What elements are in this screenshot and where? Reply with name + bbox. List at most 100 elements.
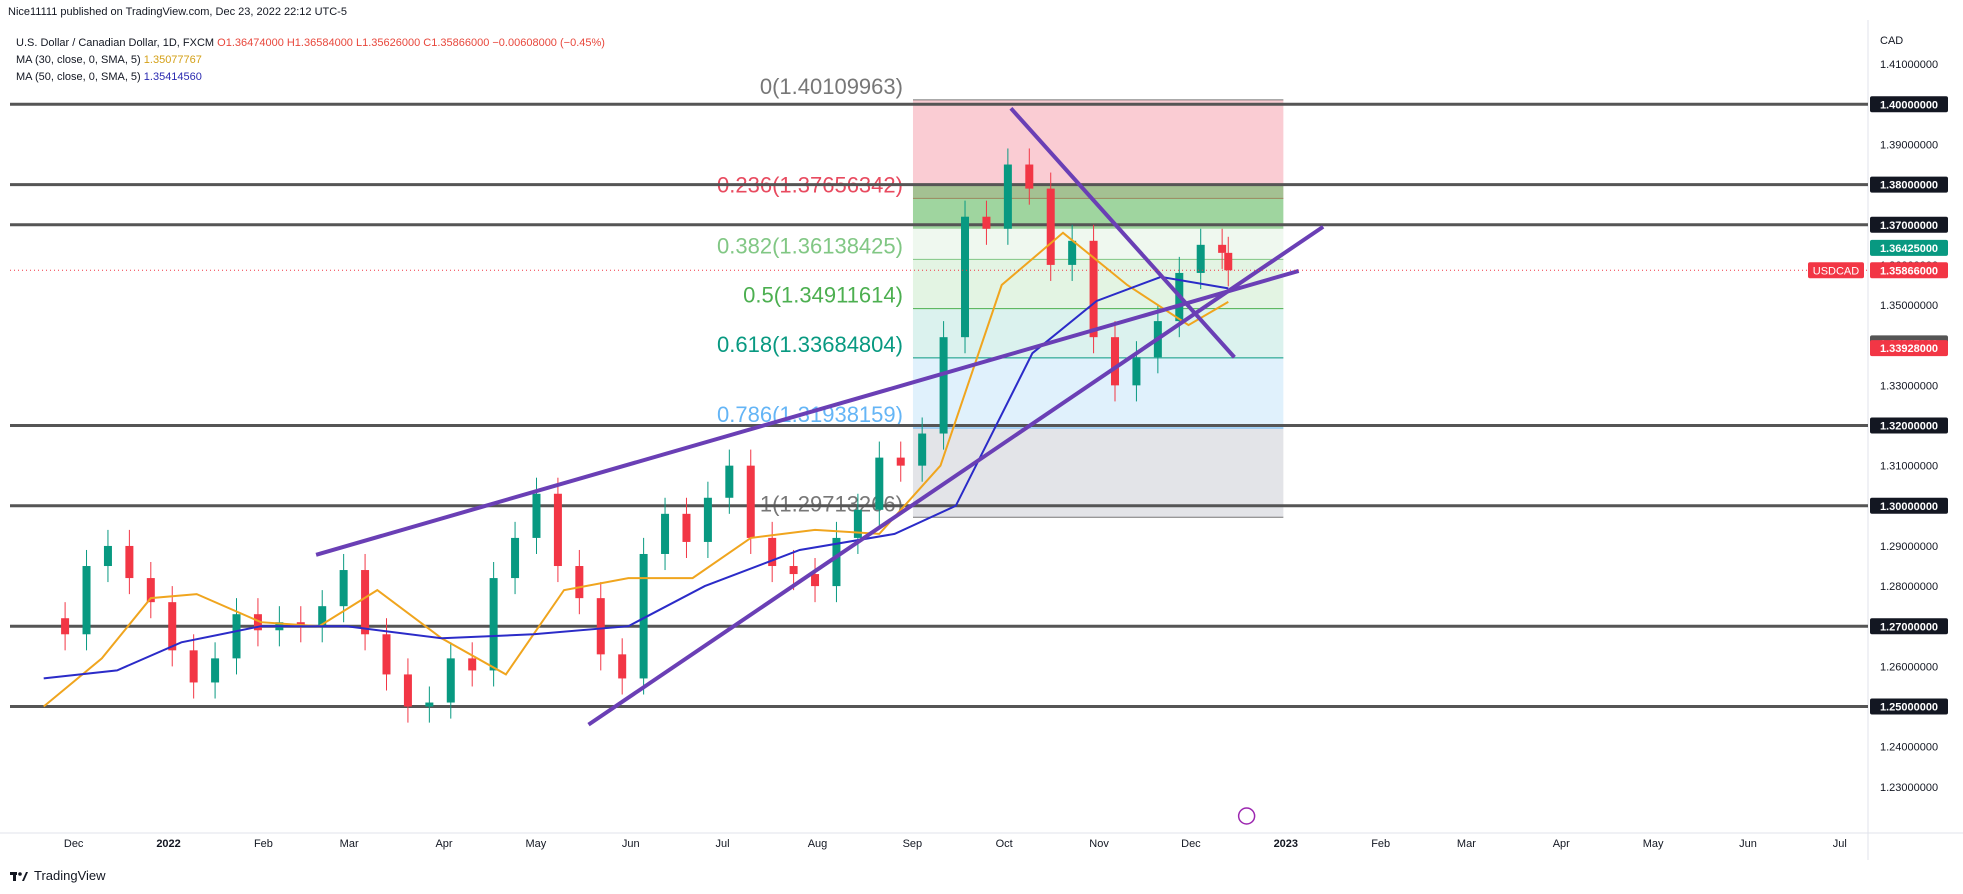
candle-body [168, 602, 177, 651]
chart-legend: U.S. Dollar / Canadian Dollar, 1D, FXCM … [16, 35, 605, 86]
candle-body [1068, 240, 1077, 265]
candle-body [61, 618, 70, 635]
x-tick-label: 2022 [156, 838, 180, 850]
fib-label-0.5: 0.5(1.34911614) [743, 283, 903, 308]
trendline-2 [1009, 106, 1236, 359]
y-tick-label: 1.33000000 [1880, 380, 1938, 392]
legend-ma50-row: MA (50, close, 0, SMA, 5) 1.35414560 [16, 69, 605, 86]
candle-body [875, 457, 884, 510]
level-tag [1870, 698, 1948, 715]
candle-body [896, 457, 905, 466]
legend-ma30-label: MA (30, close, 0, SMA, 5) [16, 54, 141, 66]
candle-body [532, 493, 541, 538]
legend-ma50-label: MA (50, close, 0, SMA, 5) [16, 71, 141, 83]
candle-body [361, 570, 370, 635]
candle-body [1218, 244, 1227, 253]
candle-body [403, 674, 412, 707]
y-tick-label: 1.35000000 [1880, 300, 1938, 312]
candle-body [339, 570, 348, 607]
legend-ma50-value: 1.35414560 [143, 71, 202, 83]
candle-body [553, 493, 562, 567]
legend-symbol-row: U.S. Dollar / Canadian Dollar, 1D, FXCM … [16, 35, 605, 52]
candle-body [146, 578, 155, 603]
fib-label-0: 0(1.40109963) [760, 74, 903, 99]
candle-body [789, 566, 798, 575]
x-tick-label: Feb [254, 838, 273, 850]
candle-body [1132, 357, 1141, 386]
x-tick-label: Oct [996, 838, 1013, 850]
x-tick-label: Sep [903, 838, 923, 850]
fib-label-0.618: 0.618(1.33684804) [717, 332, 903, 357]
x-tick-label: Apr [1553, 838, 1570, 850]
level-tag [1870, 417, 1948, 434]
event-marker-icon [1237, 807, 1256, 825]
tradingview-logo-icon [10, 871, 28, 881]
x-tick-label: 2023 [1274, 838, 1298, 850]
y-tick-label: 1.31000000 [1880, 461, 1938, 473]
x-tick-label: Mar [340, 838, 359, 850]
candle-body [725, 465, 734, 498]
x-tick-label: May [1643, 838, 1664, 850]
x-tick-label: Feb [1371, 838, 1390, 850]
footer-brand-label: TradingView [34, 868, 106, 883]
ma30-line [43, 231, 1229, 708]
y-tick-label: 1.41000000 [1880, 59, 1938, 71]
price-tag-label: 1.36425000 [1880, 243, 1938, 255]
fib-zone-0.786 [912, 427, 1284, 518]
price-tag [1870, 340, 1948, 357]
candle-body [211, 658, 220, 683]
level-tag-label: 1.30000000 [1880, 501, 1938, 513]
level-tag [1870, 176, 1948, 193]
level-tag-label: 1.25000000 [1880, 702, 1938, 714]
candle-body [618, 654, 627, 679]
candle-body [82, 566, 91, 635]
currency-label: CAD [1880, 35, 1903, 47]
candle-body [1111, 337, 1120, 386]
x-tick-label: Aug [808, 838, 828, 850]
candle-body [918, 433, 927, 466]
level-tag-label: 1.27000000 [1880, 621, 1938, 633]
candle-body [232, 614, 241, 659]
price-tag-label: 1.33928000 [1880, 343, 1938, 355]
legend-ma30-value: 1.35077767 [143, 54, 202, 66]
y-tick-label: 1.24000000 [1880, 742, 1938, 754]
y-tick-label: 1.39000000 [1880, 139, 1938, 151]
price-tag [1870, 262, 1948, 279]
level-tag [1870, 497, 1948, 514]
x-tick-label: Jun [1739, 838, 1757, 850]
x-tick-label: Jul [716, 838, 730, 850]
x-tick-label: Apr [435, 838, 452, 850]
candle-body [253, 614, 262, 631]
trendline-0 [315, 269, 1300, 557]
candle-body [661, 513, 670, 554]
candle-body [575, 566, 584, 599]
symbol-tag-label: USDCAD [1813, 265, 1860, 277]
legend-symbol: U.S. Dollar / Canadian Dollar, 1D, FXCM [16, 37, 215, 49]
price-tag [1870, 239, 1948, 256]
level-tag-label: 1.32000000 [1880, 421, 1938, 433]
level-tag-label: 1.37000000 [1880, 220, 1938, 232]
ma50-line [43, 275, 1229, 680]
fib-zone-0.618 [912, 357, 1284, 428]
candle-body [425, 702, 434, 707]
level-tag [1870, 216, 1948, 233]
footer-brand: TradingView [10, 868, 106, 883]
legend-ohlc: O1.36474000 H1.36584000 L1.35626000 C1.3… [217, 37, 605, 49]
level-tag [1870, 96, 1948, 113]
trendline-1 [587, 225, 1325, 727]
x-tick-label: Jul [1833, 838, 1847, 850]
candle-body [853, 509, 862, 538]
x-tick-label: Mar [1457, 838, 1476, 850]
fib-label-0.786: 0.786(1.31938159) [717, 402, 903, 427]
candle-body [318, 606, 327, 627]
candle-body [703, 497, 712, 542]
legend-ma30-row: MA (30, close, 0, SMA, 5) 1.35077767 [16, 52, 605, 69]
y-tick-label: 1.23000000 [1880, 782, 1938, 794]
candle-body [596, 598, 605, 655]
candle-body [125, 545, 134, 579]
candle-body [746, 465, 755, 538]
fib-zone-0 [912, 99, 1284, 199]
candle-body [189, 650, 198, 683]
candle-body [682, 513, 691, 542]
